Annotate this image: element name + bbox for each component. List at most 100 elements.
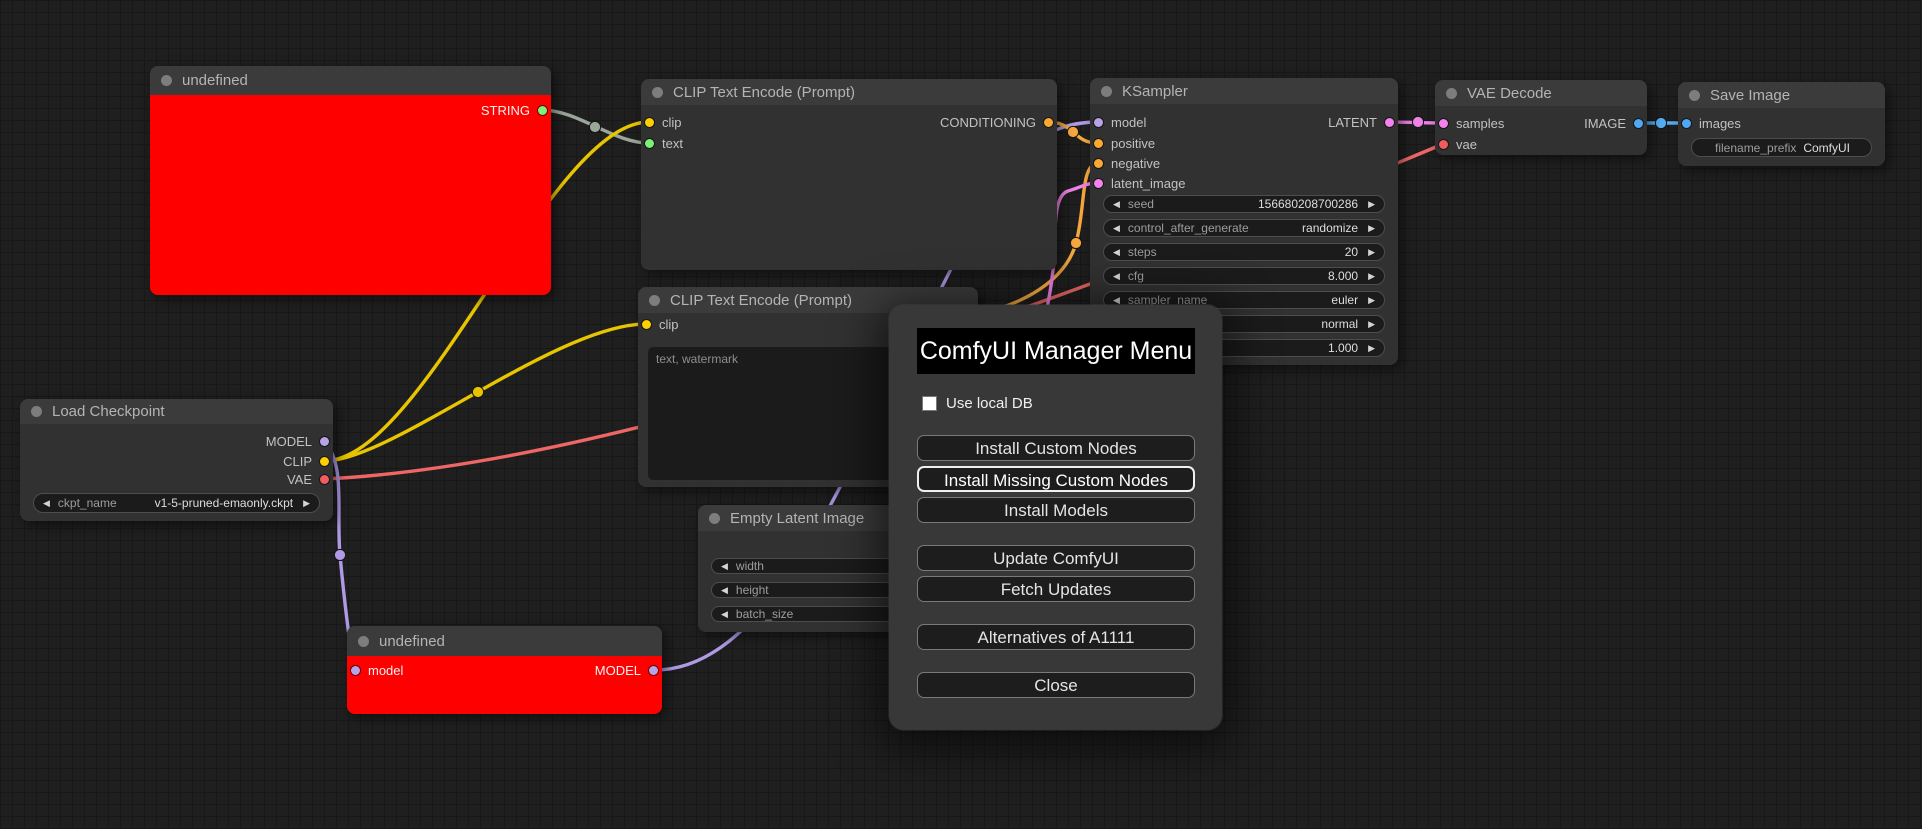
node-title-bar[interactable]: Load Checkpoint: [20, 399, 333, 424]
input-port-samples[interactable]: samples: [1439, 115, 1504, 132]
close-button[interactable]: Close: [917, 672, 1195, 698]
fetch-updates-button[interactable]: Fetch Updates: [917, 576, 1195, 602]
increment-arrow-icon[interactable]: ▶: [1368, 294, 1375, 305]
output-port-STRING[interactable]: STRING: [481, 102, 547, 119]
port-dot[interactable]: [538, 106, 547, 115]
input-port-text[interactable]: text: [645, 135, 683, 152]
widget-ckpt_name[interactable]: ◀ ckpt_name v1-5-pruned-emaonly.ckpt ▶: [33, 493, 320, 513]
collapse-dot-icon[interactable]: [1101, 85, 1112, 97]
reroute-dot[interactable]: [1654, 116, 1668, 130]
output-port-VAE[interactable]: VAE: [287, 471, 329, 488]
reroute-dot[interactable]: [1066, 125, 1080, 139]
input-port-positive[interactable]: positive: [1094, 135, 1155, 152]
collapse-dot-icon[interactable]: [1446, 87, 1457, 99]
decrement-arrow-icon[interactable]: ◀: [1113, 246, 1120, 257]
input-port-negative[interactable]: negative: [1094, 155, 1160, 172]
decrement-arrow-icon[interactable]: ◀: [1113, 198, 1120, 209]
node-title-bar[interactable]: VAE Decode: [1435, 80, 1647, 106]
input-port-model[interactable]: model: [1094, 114, 1146, 131]
use-local-db-checkbox[interactable]: [922, 395, 937, 411]
collapse-dot-icon[interactable]: [652, 86, 663, 98]
reroute-dot[interactable]: [471, 385, 485, 399]
reroute-dot[interactable]: [1411, 115, 1425, 129]
reroute-dot[interactable]: [333, 548, 347, 562]
output-port-CONDITIONING[interactable]: CONDITIONING: [940, 114, 1053, 131]
install-custom-nodes-button[interactable]: Install Custom Nodes: [917, 435, 1195, 461]
port-dot[interactable]: [1094, 179, 1103, 188]
increment-arrow-icon[interactable]: ▶: [1368, 222, 1375, 233]
install-models-button[interactable]: Install Models: [917, 497, 1195, 523]
collapse-dot-icon[interactable]: [161, 75, 172, 86]
increment-arrow-icon[interactable]: ▶: [1368, 318, 1375, 329]
input-port-images[interactable]: images: [1682, 115, 1741, 132]
collapse-dot-icon[interactable]: [1689, 89, 1700, 101]
collapse-dot-icon[interactable]: [709, 512, 720, 524]
node-title-bar[interactable]: Save Image: [1678, 82, 1885, 108]
port-dot[interactable]: [1044, 118, 1053, 127]
port-dot[interactable]: [351, 666, 360, 675]
alternatives-of-a1111-button[interactable]: Alternatives of A1111: [917, 624, 1195, 650]
port-dot[interactable]: [1385, 118, 1394, 127]
decrement-arrow-icon[interactable]: ◀: [1113, 294, 1120, 305]
undefined-node-top[interactable]: undefined STRING: [150, 66, 551, 295]
clip-text-encode-1[interactable]: CLIP Text Encode (Prompt) clip text CONDITI…: [641, 79, 1057, 270]
port-dot[interactable]: [1439, 119, 1448, 128]
update-comfyui-button[interactable]: Update ComfyUI: [917, 545, 1195, 571]
input-port-clip[interactable]: clip: [645, 114, 682, 131]
collapse-dot-icon[interactable]: [358, 635, 369, 647]
port-dot[interactable]: [1094, 159, 1103, 168]
increment-arrow-icon[interactable]: ▶: [1368, 246, 1375, 257]
increment-arrow-icon[interactable]: ▶: [1368, 342, 1375, 353]
port-dot[interactable]: [1682, 119, 1691, 128]
port-dot[interactable]: [320, 437, 329, 446]
decrement-arrow-icon[interactable]: ◀: [721, 584, 728, 595]
output-port-MODEL[interactable]: MODEL: [595, 662, 658, 679]
port-dot[interactable]: [1094, 118, 1103, 127]
output-port-CLIP[interactable]: CLIP: [283, 453, 329, 470]
install-missing-custom-nodes-button[interactable]: Install Missing Custom Nodes: [917, 466, 1195, 492]
input-port-latent_image[interactable]: latent_image: [1094, 175, 1185, 192]
port-dot[interactable]: [642, 320, 651, 329]
node-title-bar[interactable]: undefined: [347, 626, 662, 656]
reroute-dot[interactable]: [588, 120, 602, 134]
input-port-vae[interactable]: vae: [1439, 136, 1477, 153]
increment-arrow-icon[interactable]: ▶: [303, 497, 310, 508]
node-title-bar[interactable]: undefined: [150, 66, 551, 95]
widget-filename_prefix[interactable]: filename_prefix ComfyUI: [1691, 138, 1872, 157]
increment-arrow-icon[interactable]: ▶: [1368, 198, 1375, 209]
input-port-clip[interactable]: clip: [642, 316, 679, 333]
port-dot[interactable]: [1439, 140, 1448, 149]
port-dot[interactable]: [320, 475, 329, 484]
increment-arrow-icon[interactable]: ▶: [1368, 270, 1375, 281]
output-port-IMAGE[interactable]: IMAGE: [1584, 115, 1643, 132]
widget-seed[interactable]: ◀ seed 156680208700286 ▶: [1103, 195, 1385, 213]
decrement-arrow-icon[interactable]: ◀: [43, 497, 50, 508]
save-image[interactable]: Save Image images filename_prefix ComfyUI: [1678, 82, 1885, 166]
port-dot[interactable]: [645, 118, 654, 127]
port-dot[interactable]: [320, 457, 329, 466]
port-dot[interactable]: [645, 139, 654, 148]
port-dot[interactable]: [1094, 139, 1103, 148]
widget-cfg[interactable]: ◀ cfg 8.000 ▶: [1103, 267, 1385, 285]
collapse-dot-icon[interactable]: [649, 294, 660, 306]
decrement-arrow-icon[interactable]: ◀: [721, 560, 728, 571]
output-port-MODEL[interactable]: MODEL: [266, 433, 329, 450]
undefined-node-bottom[interactable]: undefined model MODEL: [347, 626, 662, 714]
decrement-arrow-icon[interactable]: ◀: [1113, 270, 1120, 281]
widget-steps[interactable]: ◀ steps 20 ▶: [1103, 243, 1385, 261]
decrement-arrow-icon[interactable]: ◀: [1113, 222, 1120, 233]
reroute-dot[interactable]: [1069, 236, 1083, 250]
port-dot[interactable]: [649, 666, 658, 675]
port-dot[interactable]: [1634, 119, 1643, 128]
collapse-dot-icon[interactable]: [31, 406, 42, 417]
output-port-LATENT[interactable]: LATENT: [1328, 114, 1394, 131]
decrement-arrow-icon[interactable]: ◀: [721, 608, 728, 619]
node-title-bar[interactable]: KSampler: [1090, 78, 1398, 104]
widget-sampler_name[interactable]: ◀ sampler_name euler ▶: [1103, 291, 1385, 309]
widget-control_after_generate[interactable]: ◀ control_after_generate randomize ▶: [1103, 219, 1385, 237]
node-title-bar[interactable]: CLIP Text Encode (Prompt): [638, 287, 978, 313]
input-port-model[interactable]: model: [351, 662, 403, 679]
vae-decode[interactable]: VAE Decode samples vae IMAGE: [1435, 80, 1647, 155]
load-checkpoint[interactable]: Load Checkpoint MODEL CLIP VAE ◀ ckpt_name v1-…: [20, 399, 333, 521]
